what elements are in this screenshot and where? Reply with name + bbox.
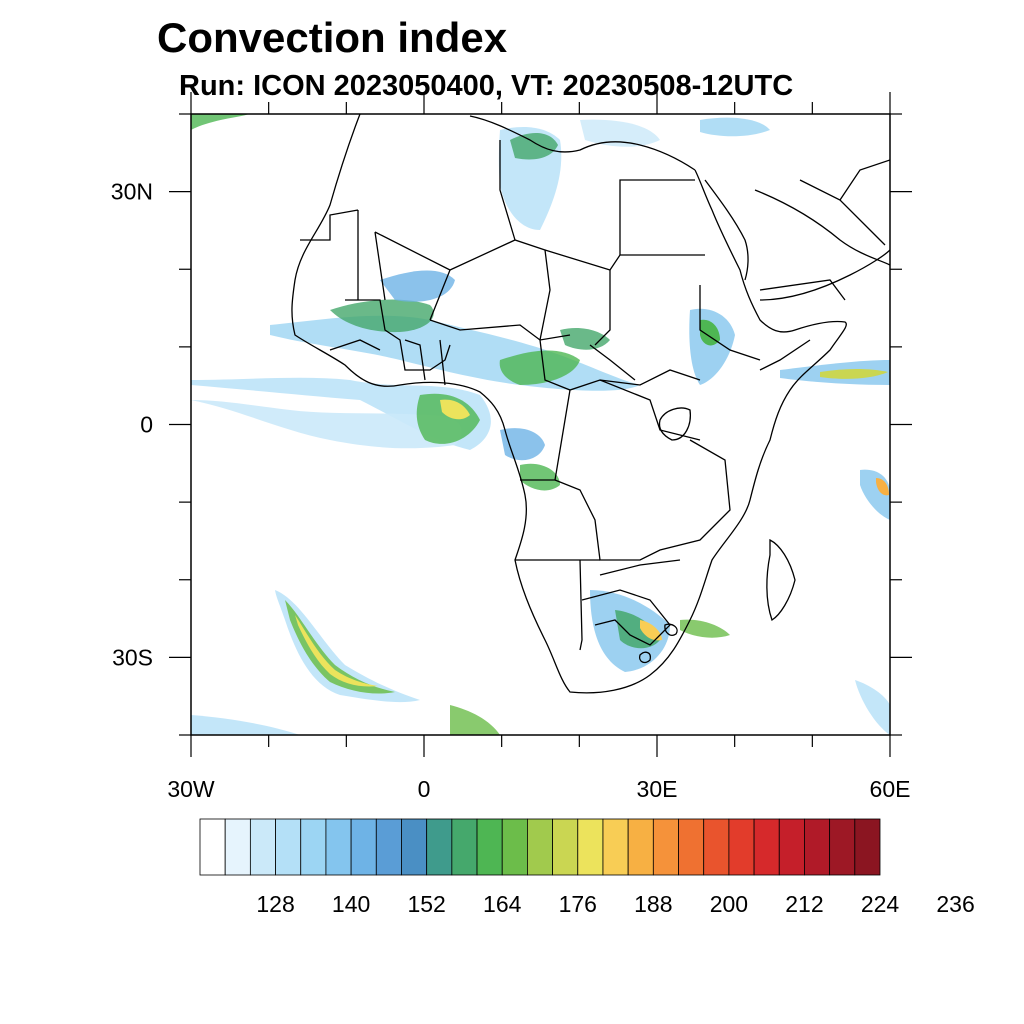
colorbar-tick-label: 236 xyxy=(936,891,974,917)
colorbar-swatch xyxy=(451,818,478,876)
colorbar-swatch xyxy=(426,818,453,876)
page-title: Convection index xyxy=(157,14,508,61)
colorbar-tick-label: 164 xyxy=(483,891,522,917)
colorbar-tick-label: 188 xyxy=(634,891,672,917)
colorbar-tick-label: 152 xyxy=(407,891,445,917)
colorbar-swatch xyxy=(678,818,705,876)
colorbar: 128 140 152 164 176 188 200 212 224 236 xyxy=(199,818,975,917)
colorbar-swatch xyxy=(501,818,528,876)
lon-label: 30W xyxy=(167,776,215,802)
colorbar-swatch xyxy=(199,818,226,876)
colorbar-swatch xyxy=(224,818,251,876)
axis-labels: 30N 0 30S 30W 0 30E 60E xyxy=(111,179,911,802)
colorbar-swatch xyxy=(854,818,881,876)
colorbar-swatch xyxy=(325,818,352,876)
colorbar-swatch xyxy=(476,818,503,876)
colorbar-swatch xyxy=(703,818,730,876)
colorbar-swatch xyxy=(552,818,579,876)
colorbar-tick-label: 200 xyxy=(710,891,748,917)
colorbar-swatch xyxy=(728,818,755,876)
colorbar-swatch xyxy=(804,818,831,876)
lon-label: 60E xyxy=(870,776,911,802)
lat-label: 0 xyxy=(140,412,153,438)
convection-field xyxy=(191,114,890,735)
colorbar-swatch xyxy=(350,818,377,876)
colorbar-swatch xyxy=(778,818,805,876)
lon-label: 0 xyxy=(418,776,431,802)
colorbar-swatch xyxy=(753,818,780,876)
colorbar-tick-label: 224 xyxy=(861,891,900,917)
colorbar-tick-label: 176 xyxy=(559,891,597,917)
colorbar-tick-label: 128 xyxy=(256,891,294,917)
colorbar-swatch xyxy=(300,818,327,876)
lat-label: 30S xyxy=(112,644,153,670)
colorbar-tick-label: 140 xyxy=(332,891,370,917)
lat-label: 30N xyxy=(111,179,153,205)
coastline-layer xyxy=(291,114,890,694)
colorbar-swatch xyxy=(602,818,629,876)
colorbar-swatch xyxy=(652,818,679,876)
colorbar-swatch xyxy=(375,818,402,876)
colorbar-swatch xyxy=(275,818,302,876)
colorbar-swatch xyxy=(829,818,856,876)
colorbar-swatch xyxy=(249,818,276,876)
page-subtitle: Run: ICON 2023050400, VT: 20230508-12UTC xyxy=(179,70,794,102)
colorbar-tick-label: 212 xyxy=(785,891,823,917)
colorbar-swatch xyxy=(627,818,654,876)
axis-ticks xyxy=(169,92,912,757)
lon-label: 30E xyxy=(637,776,678,802)
colorbar-swatch xyxy=(577,818,604,876)
colorbar-swatch xyxy=(401,818,428,876)
colorbar-swatch xyxy=(527,818,553,876)
